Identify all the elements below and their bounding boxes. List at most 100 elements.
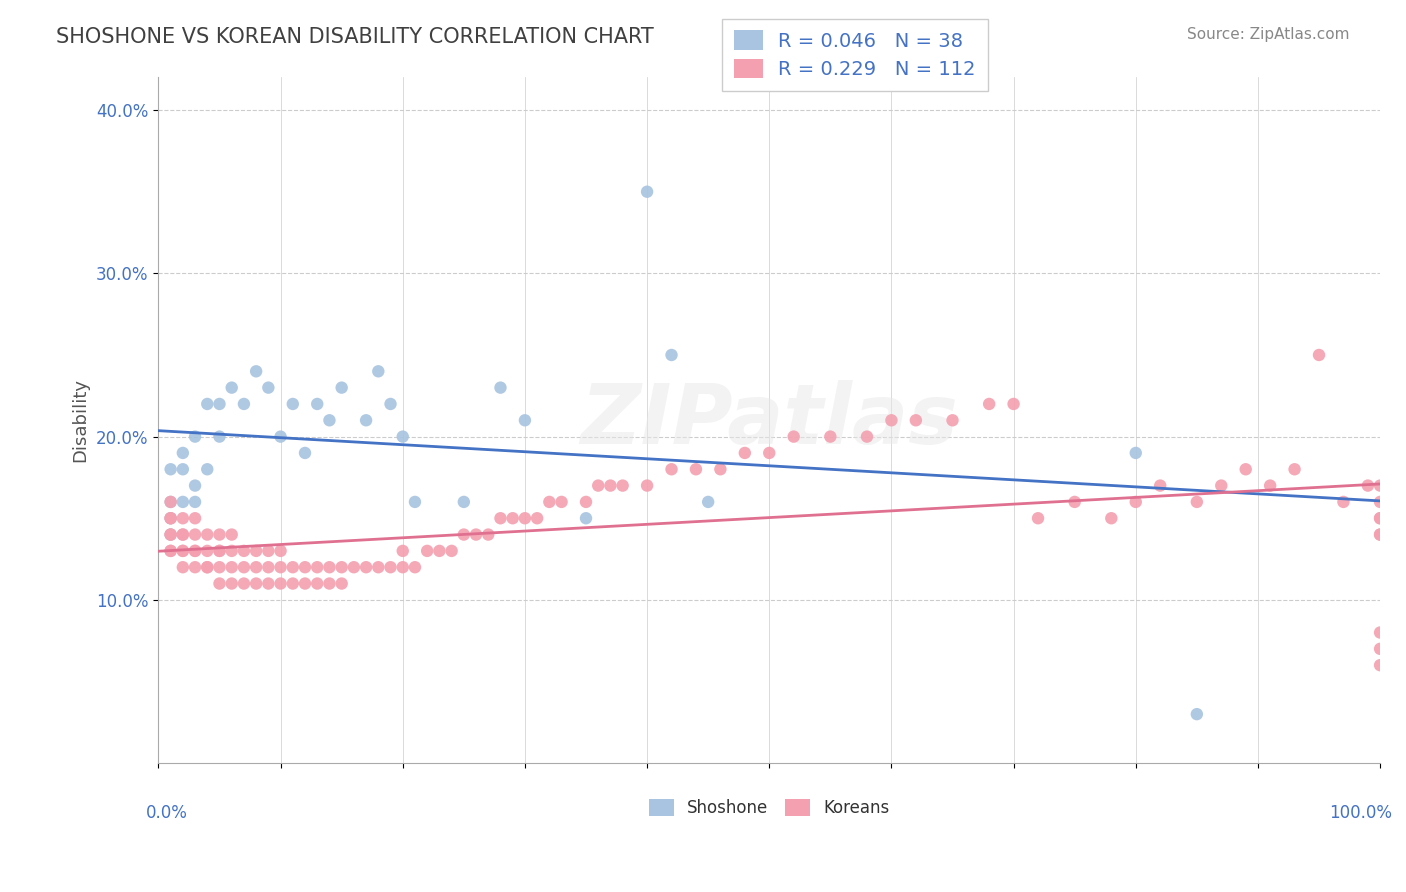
Point [979,397,1001,411]
Point [477,527,499,541]
Point [208,544,231,558]
Point [904,413,927,427]
Point [195,560,218,574]
Point [734,446,756,460]
Point [1369,658,1392,673]
Point [697,495,720,509]
Y-axis label: Disability: Disability [72,378,89,462]
Point [575,495,598,509]
Point [489,511,512,525]
Point [685,462,707,476]
Point [636,185,658,199]
Point [159,527,181,541]
Point [208,397,231,411]
Point [318,576,340,591]
Point [184,544,207,558]
Point [465,527,488,541]
Point [343,560,366,574]
Point [1308,348,1330,362]
Point [391,429,413,443]
Point [184,560,207,574]
Point [1369,527,1392,541]
Point [330,381,353,395]
Point [489,381,512,395]
Point [709,462,731,476]
Point [1185,707,1208,722]
Point [1149,478,1171,492]
Point [245,576,267,591]
Point [232,576,254,591]
Point [318,560,340,574]
Point [159,511,181,525]
Point [783,429,806,443]
Point [1002,397,1025,411]
Point [1284,462,1306,476]
Point [550,495,572,509]
Point [453,495,475,509]
Point [221,527,243,541]
Point [367,364,389,378]
Point [184,511,207,525]
Point [184,544,207,558]
Point [661,462,683,476]
Point [538,495,561,509]
Point [195,527,218,541]
Point [307,397,329,411]
Point [281,576,304,591]
Point [1369,527,1392,541]
Point [232,397,254,411]
Point [1234,462,1257,476]
Point [257,576,280,591]
Point [1125,446,1147,460]
Point [257,381,280,395]
Point [380,560,402,574]
Point [661,348,683,362]
Point [172,527,194,541]
Point [257,544,280,558]
Point [159,527,181,541]
Point [245,560,267,574]
Text: ZIPatlas: ZIPatlas [581,380,959,461]
Point [1211,478,1233,492]
Point [880,413,903,427]
Point [172,544,194,558]
Point [172,544,194,558]
Point [1258,478,1281,492]
Point [159,462,181,476]
Point [1369,495,1392,509]
Point [172,527,194,541]
Point [1369,625,1392,640]
Point [195,397,218,411]
Point [270,544,292,558]
Point [184,478,207,492]
Point [159,495,181,509]
Point [270,576,292,591]
Point [159,511,181,525]
Point [221,381,243,395]
Point [270,560,292,574]
Point [391,560,413,574]
Point [380,397,402,411]
Point [1357,478,1379,492]
Point [307,560,329,574]
Point [245,364,267,378]
Point [208,527,231,541]
Point [281,397,304,411]
Point [195,560,218,574]
Legend: Shoshone, Koreans: Shoshone, Koreans [643,792,897,823]
Point [1369,511,1392,525]
Point [440,544,463,558]
Point [758,446,780,460]
Point [221,576,243,591]
Point [281,560,304,574]
Point [404,560,426,574]
Point [245,544,267,558]
Point [513,413,536,427]
Point [294,446,316,460]
Point [856,429,879,443]
Point [184,495,207,509]
Point [294,576,316,591]
Text: SHOSHONE VS KOREAN DISABILITY CORRELATION CHART: SHOSHONE VS KOREAN DISABILITY CORRELATIO… [56,27,654,46]
Point [599,478,621,492]
Point [159,527,181,541]
